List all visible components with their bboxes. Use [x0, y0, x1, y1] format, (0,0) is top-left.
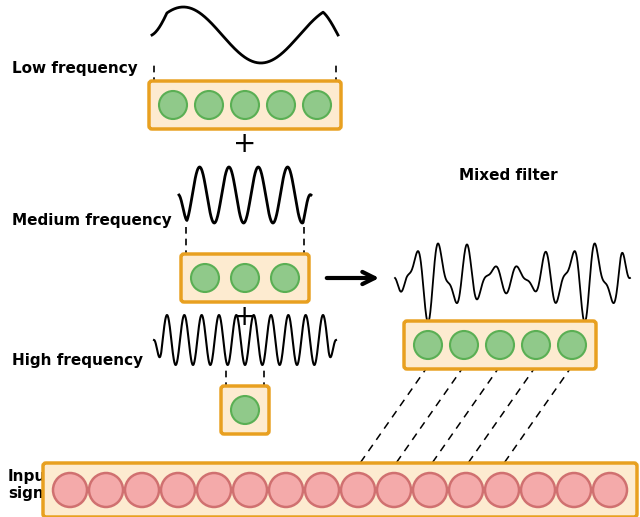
Circle shape [159, 91, 187, 119]
FancyBboxPatch shape [149, 81, 341, 129]
Text: Low frequency: Low frequency [12, 60, 138, 75]
Circle shape [271, 264, 299, 292]
Circle shape [450, 331, 478, 359]
Text: Medium frequency: Medium frequency [12, 212, 172, 227]
Text: +: + [234, 303, 257, 331]
Text: High frequency: High frequency [12, 353, 143, 368]
Circle shape [89, 473, 123, 507]
Circle shape [197, 473, 231, 507]
Text: Input
signal: Input signal [8, 469, 60, 501]
Circle shape [485, 473, 519, 507]
Circle shape [449, 473, 483, 507]
Circle shape [125, 473, 159, 507]
Circle shape [414, 331, 442, 359]
FancyBboxPatch shape [181, 254, 309, 302]
Circle shape [341, 473, 375, 507]
Circle shape [53, 473, 87, 507]
Circle shape [486, 331, 514, 359]
Circle shape [558, 331, 586, 359]
Circle shape [233, 473, 267, 507]
Circle shape [521, 473, 555, 507]
Circle shape [231, 264, 259, 292]
FancyBboxPatch shape [43, 463, 637, 517]
Circle shape [557, 473, 591, 507]
Circle shape [305, 473, 339, 507]
Circle shape [191, 264, 219, 292]
Circle shape [195, 91, 223, 119]
Circle shape [413, 473, 447, 507]
Circle shape [231, 396, 259, 424]
Circle shape [269, 473, 303, 507]
Circle shape [377, 473, 411, 507]
Circle shape [267, 91, 295, 119]
FancyBboxPatch shape [404, 321, 596, 369]
Circle shape [593, 473, 627, 507]
Circle shape [161, 473, 195, 507]
Text: +: + [234, 130, 257, 158]
Circle shape [303, 91, 331, 119]
FancyBboxPatch shape [221, 386, 269, 434]
Circle shape [522, 331, 550, 359]
Text: Mixed filter: Mixed filter [459, 168, 557, 183]
Circle shape [231, 91, 259, 119]
